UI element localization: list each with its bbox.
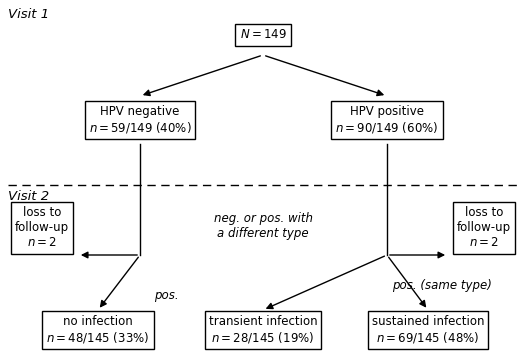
Text: Visit 1: Visit 1 [8,8,49,20]
Text: transient infection
$n = 28/145$ (19%): transient infection $n = 28/145$ (19%) [209,315,317,345]
Text: $N = 149$: $N = 149$ [240,28,286,41]
Text: pos. (same type): pos. (same type) [392,280,492,293]
Text: HPV positive
$n = 90/149$ (60%): HPV positive $n = 90/149$ (60%) [335,105,438,135]
Text: sustained infection
$n = 69/145$ (48%): sustained infection $n = 69/145$ (48%) [372,315,484,345]
Text: no infection
$n = 48/145$ (33%): no infection $n = 48/145$ (33%) [46,315,150,345]
Text: HPV negative
$n = 59/149$ (40%): HPV negative $n = 59/149$ (40%) [89,105,191,135]
Text: loss to
follow-up
$n = 2$: loss to follow-up $n = 2$ [457,206,511,249]
Text: pos.: pos. [154,289,179,301]
Text: neg. or pos. with
a different type: neg. or pos. with a different type [213,212,313,240]
Text: loss to
follow-up
$n = 2$: loss to follow-up $n = 2$ [15,206,69,249]
Text: Visit 2: Visit 2 [8,190,49,202]
